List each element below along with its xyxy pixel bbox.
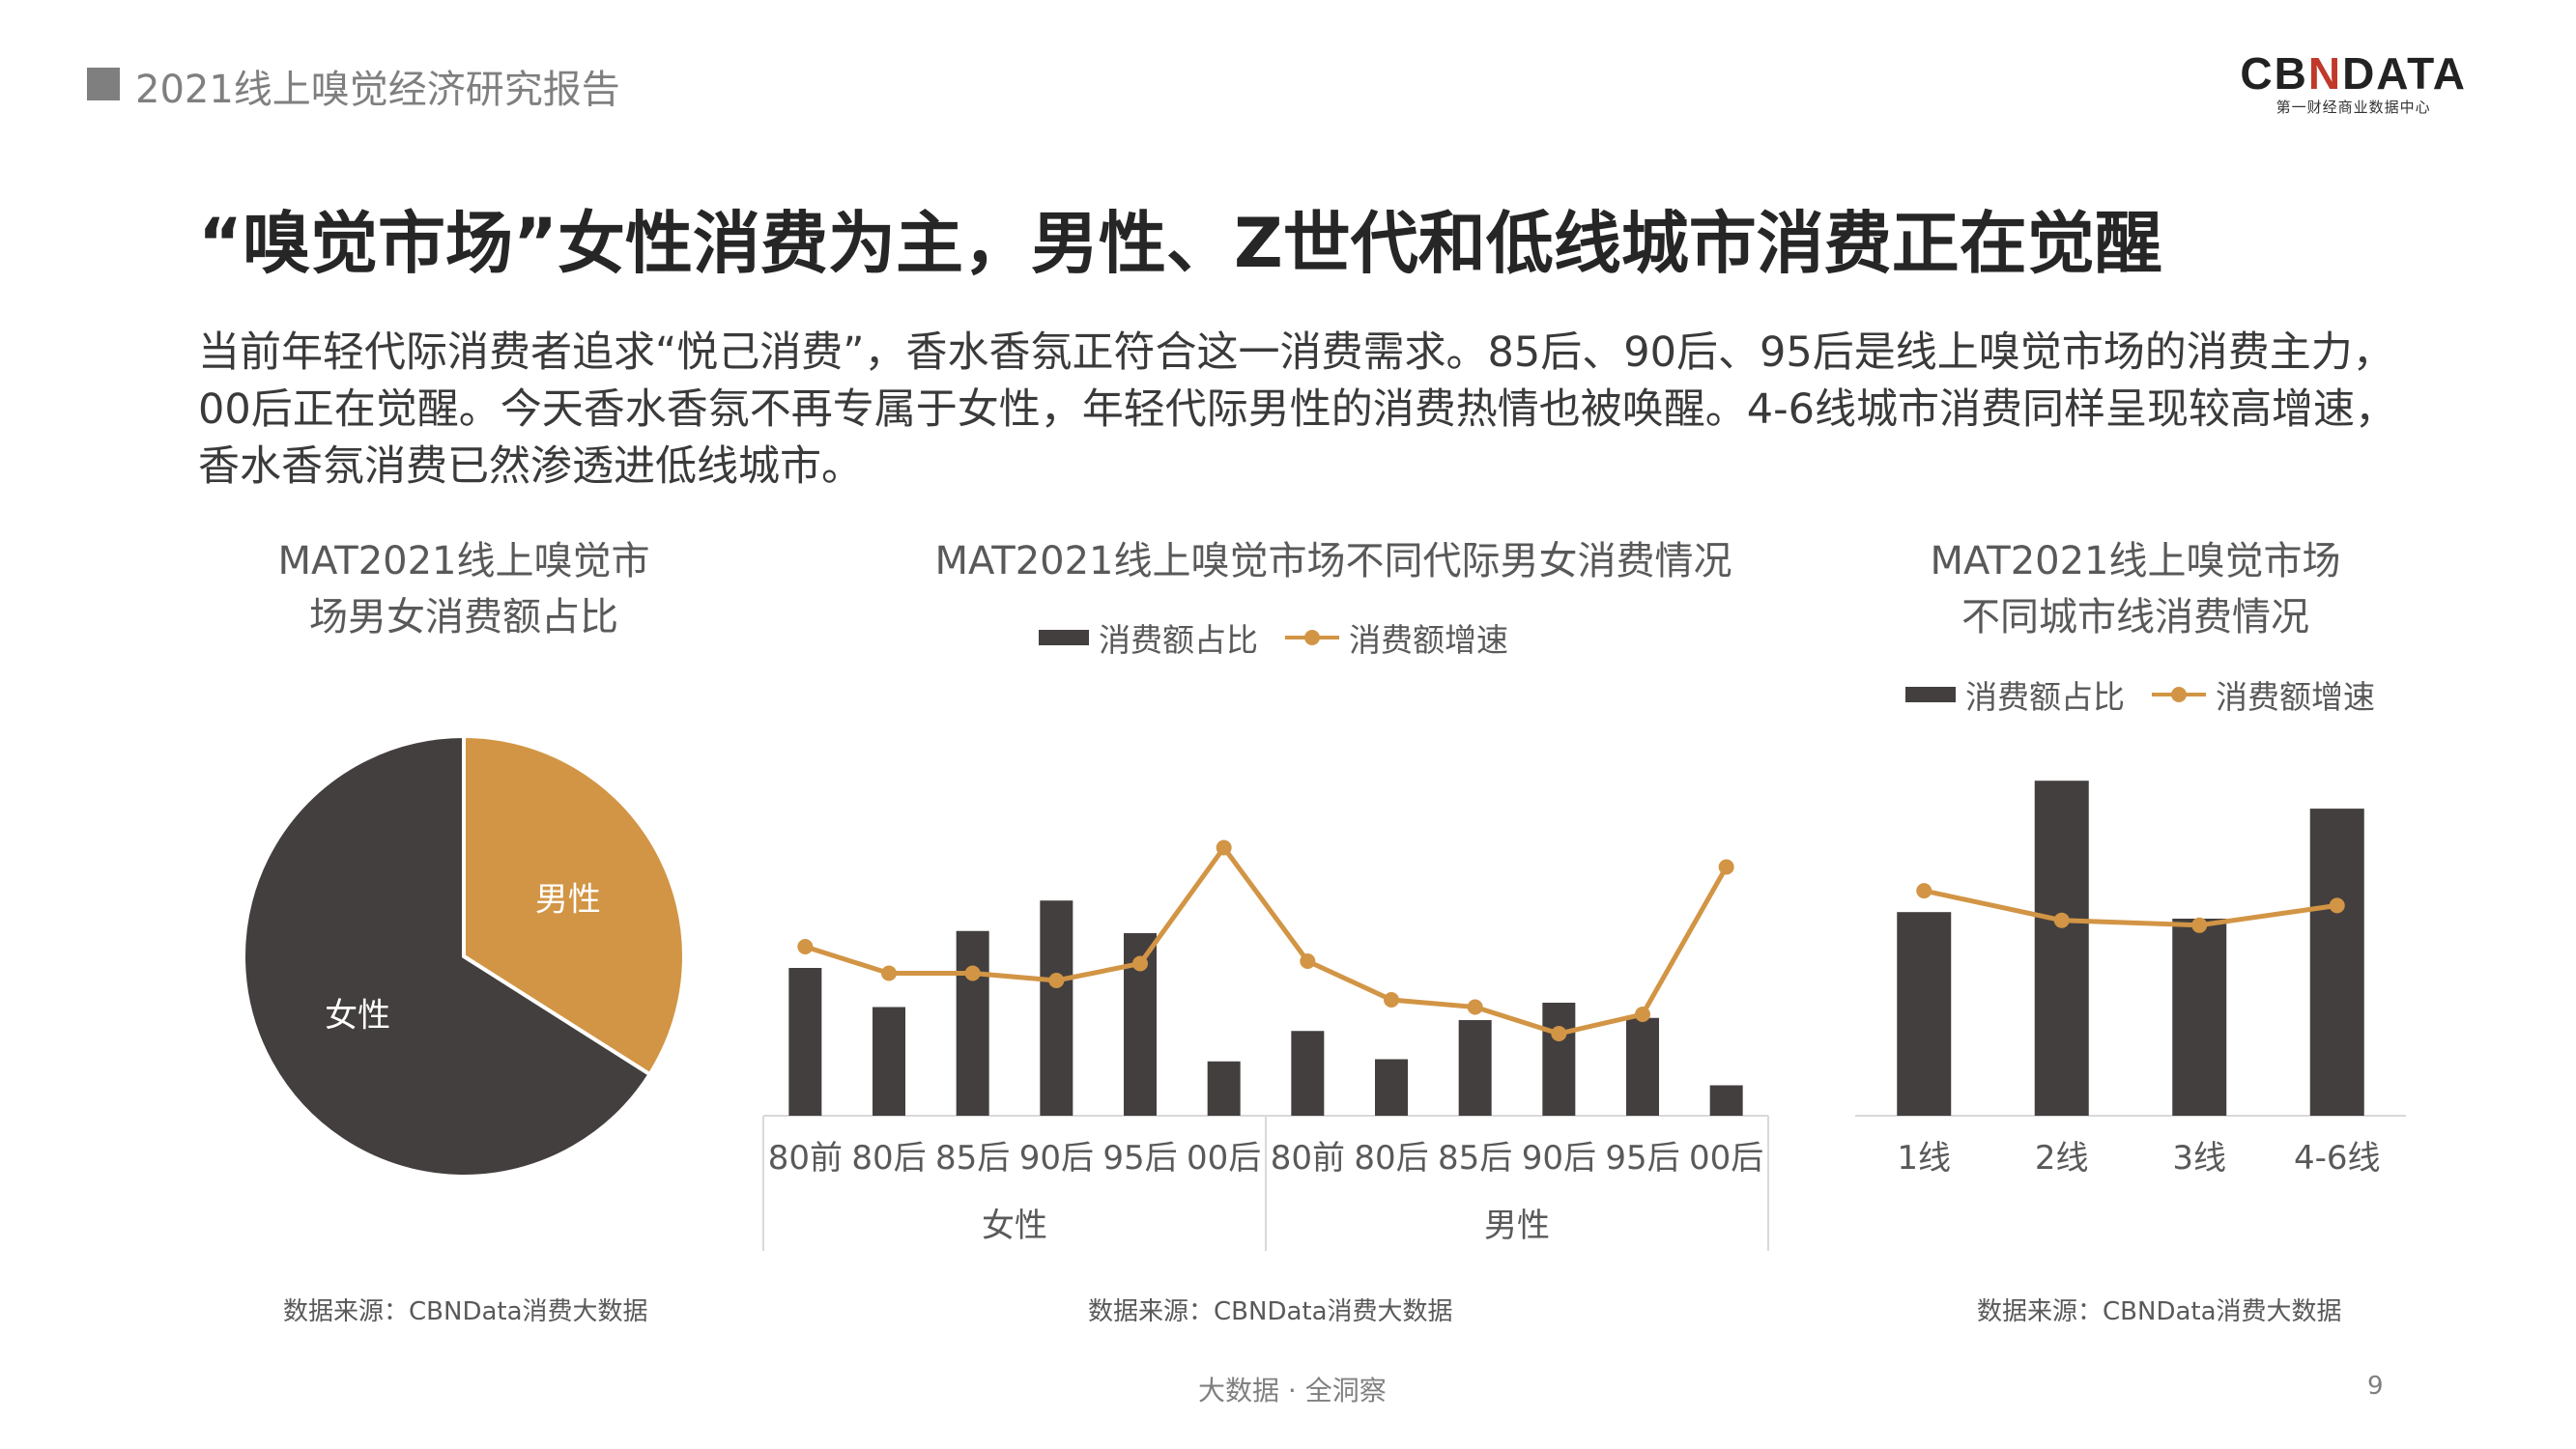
x-tick-label-0: 80前 xyxy=(768,1139,843,1178)
line-growth-point-8 xyxy=(1467,999,1483,1015)
bar-share-8 xyxy=(1458,1020,1492,1116)
x-tick-label-8: 85后 xyxy=(1438,1139,1512,1178)
city-tier-combo-chart: 1线 2线 3线 4-6线 xyxy=(1855,781,2406,1178)
x-tick-label-7: 80后 xyxy=(1354,1139,1428,1178)
line-growth-point-1 xyxy=(881,965,897,981)
generation-chart-legend: 消费额占比 消费额增速 xyxy=(1039,614,1508,661)
x-tick-label-6: 80前 xyxy=(1271,1139,1345,1178)
legend-line-label: 消费额增速 xyxy=(1349,621,1508,659)
line-growth-point-2 xyxy=(964,965,981,981)
pie-label-male: 男性 xyxy=(535,881,601,920)
bar-share-1 xyxy=(2034,781,2089,1116)
pie-chart-title: MAT2021线上嗅觉市 场男女消费额占比 xyxy=(222,533,705,645)
bar-share-10 xyxy=(1626,1017,1659,1116)
city-chart-legend: 消费额占比 消费额增速 xyxy=(1905,671,2375,718)
line-growth-point-9 xyxy=(1551,1026,1567,1041)
line-growth-point-4 xyxy=(1132,955,1148,972)
bar-share-2 xyxy=(2172,919,2227,1116)
bar-share-7 xyxy=(1375,1059,1408,1116)
pie-label-female: 女性 xyxy=(325,996,390,1035)
bar-share-11 xyxy=(1709,1085,1743,1116)
line-growth-point-10 xyxy=(1635,1007,1650,1022)
footer-tagline: 大数据 · 全洞察 xyxy=(1198,1375,1387,1406)
pie-source: 数据来源：CBNData消费大数据 xyxy=(283,1297,648,1326)
report-title: 2021线上嗅觉经济研究报告 xyxy=(135,68,620,112)
line-growth-point-11 xyxy=(1718,859,1734,875)
line-growth-point-2 xyxy=(2191,917,2208,933)
bar-share-9 xyxy=(1542,1003,1576,1116)
bar-share-5 xyxy=(1207,1061,1241,1116)
bar-share-2 xyxy=(956,930,989,1116)
x-tick-label-1: 2线 xyxy=(2035,1139,2089,1178)
city-title-line-2: 不同城市线消费情况 xyxy=(1961,595,2309,639)
x-tick-label-2: 85后 xyxy=(935,1139,1010,1178)
group-label-0: 女性 xyxy=(982,1207,1047,1245)
group-label-1: 男性 xyxy=(1484,1207,1550,1245)
x-tick-label-10: 95后 xyxy=(1605,1139,1679,1178)
legend-line-swatch xyxy=(2152,687,2206,702)
bar-share-6 xyxy=(1291,1031,1325,1116)
generation-chart-title: MAT2021线上嗅觉市场不同代际男女消费情况 xyxy=(934,539,1732,583)
city-chart-title: MAT2021线上嗅觉市场 不同城市线消费情况 xyxy=(1836,533,2435,645)
logo-subtitle: 第一财经商业数据中心 xyxy=(2275,99,2431,116)
x-tick-label-3: 90后 xyxy=(1019,1139,1094,1178)
x-tick-label-3: 4-6线 xyxy=(2294,1139,2381,1178)
line-growth-point-6 xyxy=(1300,953,1316,969)
page-number: 9 xyxy=(2367,1372,2384,1401)
pie-title-line-2: 场男女消费额占比 xyxy=(309,595,618,639)
bar-share-3 xyxy=(1040,900,1073,1116)
x-tick-label-2: 3线 xyxy=(2172,1139,2226,1178)
legend-bar-label: 消费额占比 xyxy=(1099,621,1258,659)
x-tick-label-5: 00后 xyxy=(1187,1139,1261,1178)
generation-source: 数据来源：CBNData消费大数据 xyxy=(1088,1297,1453,1326)
cbndata-logo: CBNDATA 第一财经商业数据中心 xyxy=(2240,50,2467,117)
line-growth-point-0 xyxy=(797,939,814,954)
slide-title: “嗅觉市场”女性消费为主，男性、Z世代和低线城市消费正在觉醒 xyxy=(198,204,2162,283)
city-source: 数据来源：CBNData消费大数据 xyxy=(1977,1297,2342,1326)
city-title-line-1: MAT2021线上嗅觉市场 xyxy=(1930,539,2341,583)
bar-share-3 xyxy=(2309,809,2364,1116)
line-growth-point-3 xyxy=(1048,973,1065,988)
legend-bar-label: 消费额占比 xyxy=(1965,678,2125,716)
legend-bar-swatch xyxy=(1905,687,1956,702)
line-growth-point-5 xyxy=(1216,839,1232,856)
line-growth xyxy=(804,843,1729,1037)
x-tick-label-0: 1线 xyxy=(1897,1139,1951,1178)
line-growth-point-0 xyxy=(1916,883,1932,899)
line-growth-point-7 xyxy=(1384,992,1399,1008)
x-tick-label-1: 80后 xyxy=(851,1139,926,1178)
header-square-marker xyxy=(87,68,120,100)
pie-title-line-1: MAT2021线上嗅觉市 xyxy=(277,539,650,583)
legend-line-swatch xyxy=(1285,630,1339,645)
bar-share-0 xyxy=(1897,912,1952,1116)
line-growth xyxy=(1923,888,2338,928)
pie-slice-female xyxy=(242,733,653,1179)
logo-wordmark: CBNDATA xyxy=(2240,48,2467,99)
bar-share-1 xyxy=(873,1007,905,1116)
x-tick-label-11: 00后 xyxy=(1689,1139,1763,1178)
x-tick-label-4: 95后 xyxy=(1102,1139,1177,1178)
line-growth-point-3 xyxy=(2329,897,2345,914)
legend-line-label: 消费额增速 xyxy=(2216,678,2375,716)
bar-share-0 xyxy=(788,968,822,1116)
x-tick-label-9: 90后 xyxy=(1522,1139,1596,1178)
slide-description: 当前年轻代际消费者追求“悦己消费”，香水香氛正符合这一消费需求。85后、90后、… xyxy=(198,328,2396,491)
legend-bar-swatch xyxy=(1039,630,1089,645)
line-growth-point-1 xyxy=(2053,912,2070,928)
